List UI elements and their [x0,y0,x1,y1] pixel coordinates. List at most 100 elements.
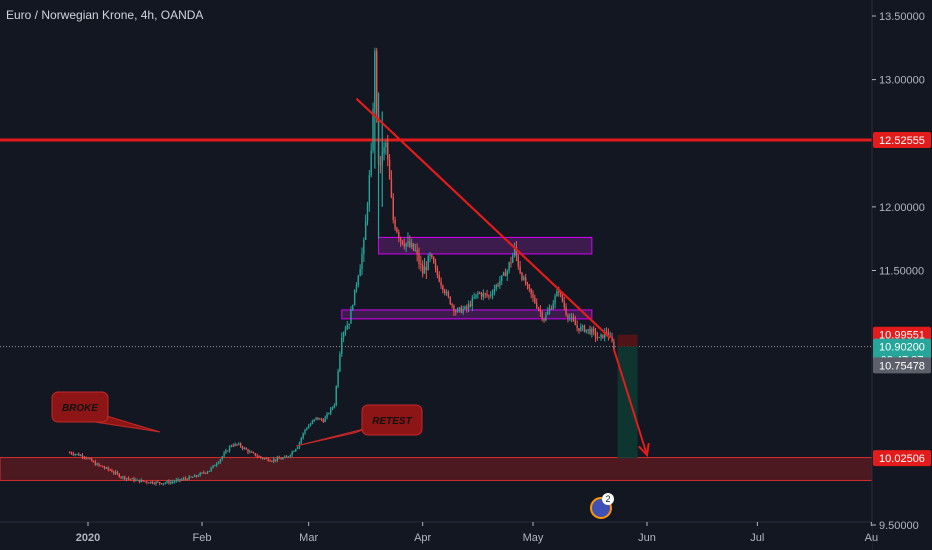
candle-body [545,314,547,321]
candle-body [79,455,82,457]
candle-body [309,423,312,426]
candle-body [204,472,207,474]
price-label-6: 10.02506 [873,450,931,467]
candle-body [548,308,551,312]
descending-trendline [355,97,611,339]
candle-body [569,317,571,319]
candle-body [258,456,260,458]
candle-body [493,288,496,294]
price-label-box [873,450,931,467]
candle-body [114,472,117,474]
candle-body [284,456,286,458]
candle-body [403,243,405,247]
candle-body [477,292,479,295]
price-label-box [873,338,931,355]
candle-body [567,314,569,319]
candle-body [223,453,225,457]
candle-body [210,467,212,471]
candle-body [414,249,417,251]
candle-body [322,420,325,423]
candle-body [182,478,185,480]
candle-body [293,451,295,453]
candle-body [234,444,236,446]
candle-body [532,293,534,298]
candle-body [539,309,542,312]
callout-retest: RETEST [295,404,423,447]
price-label-1: 12.52555 [873,131,931,148]
candle-body [346,325,348,330]
candle-body [304,429,306,434]
events-badge: 2 [590,493,614,519]
candle-body [434,262,437,269]
candle-body [594,330,597,337]
candle-body [85,457,87,459]
candle-body [92,461,95,463]
candle-body [267,458,269,461]
candle-body [592,328,595,331]
candle-body [512,255,514,263]
candle-body [410,243,413,247]
candle-body [287,456,290,458]
y-tick-label: 11.50000 [879,266,924,278]
candle-body [118,473,120,477]
candle-body [265,458,268,460]
candle-body [353,289,356,306]
candle-body [317,417,319,420]
symbol-title: Euro / Norwegian Krone, 4h, OANDA [6,8,204,22]
candle-body [429,254,431,257]
candle-body [243,447,246,449]
candle-body [458,307,461,309]
candle-body [116,472,119,474]
candle-body [394,219,396,229]
candle-body [359,268,361,277]
candle-body [396,228,398,233]
resistance-box-1 [378,236,593,255]
candle-body [341,337,343,354]
candle-body [543,318,545,321]
candle-body [273,459,275,462]
candle-body [331,407,334,409]
candle-body [170,481,172,484]
candle-body [495,284,497,289]
candle-body [431,254,433,258]
candle-body [135,480,137,482]
candle-body [436,268,439,275]
candle-body [420,263,422,265]
candle-body [271,461,273,463]
candle-body [455,311,457,313]
candle-body [133,478,135,481]
candle-body [578,328,580,331]
price-label-text: 12.52555 [879,135,925,147]
candle-body [370,150,372,176]
candle-body [122,476,124,478]
candle-body [208,470,211,472]
callout-box [361,404,423,436]
candle-body [146,481,148,483]
candle-body [425,266,428,271]
candle-body [554,296,556,304]
candle-body [513,247,516,256]
candle-body [337,371,339,387]
candle-body [109,469,111,471]
candle-body [166,481,168,483]
candle-body [217,462,220,464]
candle-body [261,457,264,459]
candle-body [390,179,393,198]
candle-body [300,437,303,443]
forecast-arrow-line [612,349,648,456]
candle-body [600,334,602,337]
candle-body [491,293,494,295]
candle-body [151,481,154,484]
candle-body [591,328,593,334]
candle-body [469,304,472,307]
candle-body [127,478,130,480]
candle-body [541,311,543,319]
candle-body [598,336,600,338]
candle-body [256,455,258,457]
y-tick-label: 13.00000 [879,75,925,87]
callout-label: RETEST [372,416,412,427]
candle-body [330,408,332,414]
